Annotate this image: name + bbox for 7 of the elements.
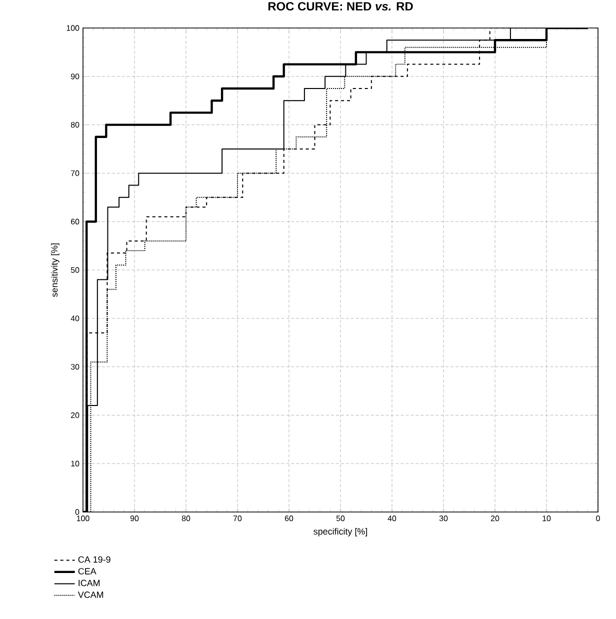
legend-label: VCAM [78, 592, 104, 598]
y-axis-title: sensitivity [%] [50, 243, 60, 297]
chart-title: ROC CURVE: NED vs. RD [268, 2, 413, 11]
legend-label: ICAM [78, 580, 100, 586]
legend-label: CA 19-9 [78, 556, 110, 563]
legend-label: CEA [78, 568, 96, 574]
x-axis-title: specificity [%] [314, 528, 368, 536]
